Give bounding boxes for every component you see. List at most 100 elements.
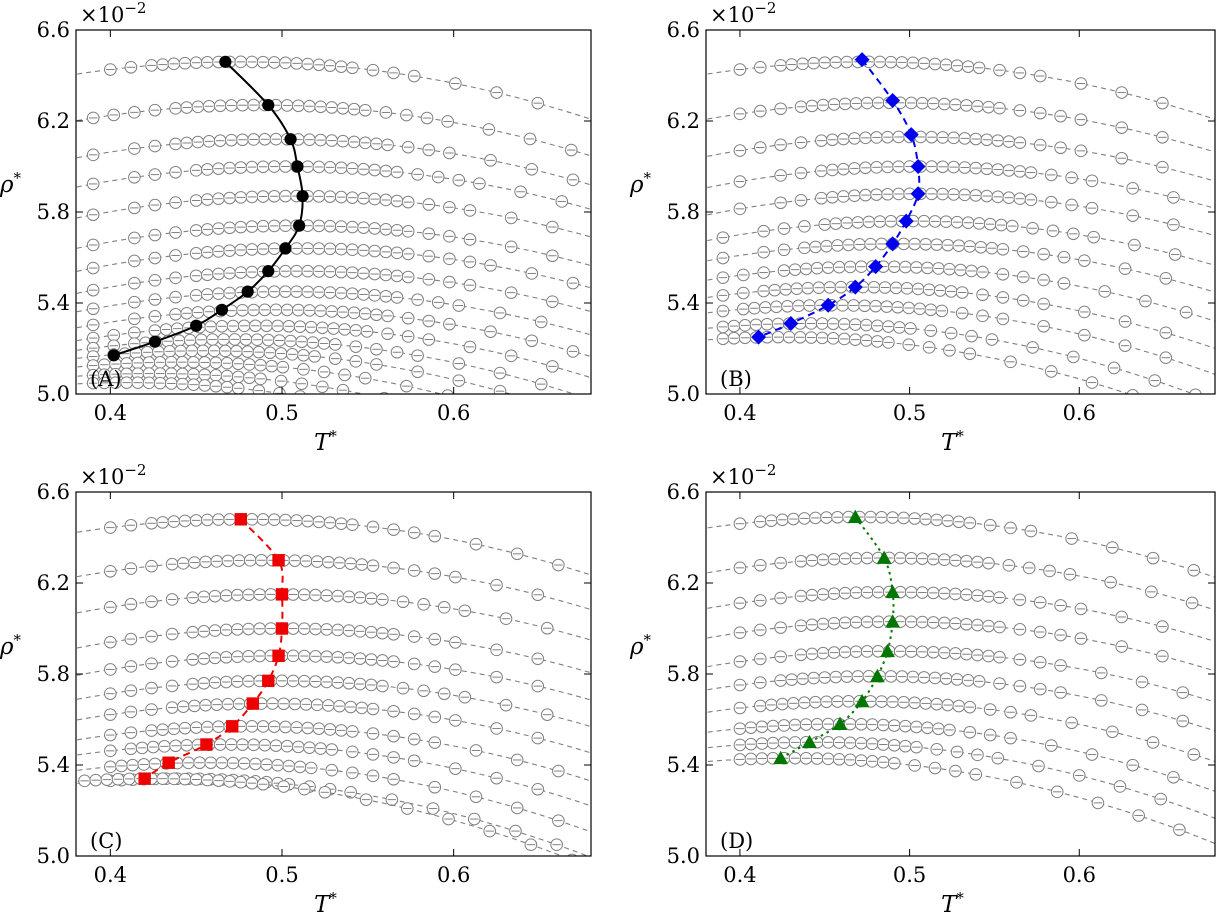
isochore-point xyxy=(546,360,559,373)
isochore-point xyxy=(860,334,873,347)
isochore-point xyxy=(971,748,984,762)
isochore-point xyxy=(955,306,969,320)
isochore-point xyxy=(310,555,324,568)
isochore-point xyxy=(336,383,350,394)
isochore-point xyxy=(738,319,752,332)
highlight-point xyxy=(296,189,309,203)
isochore-point xyxy=(401,225,415,238)
isochore-point xyxy=(267,219,281,233)
isochore-point xyxy=(232,697,246,711)
isochore-point xyxy=(381,309,394,323)
isochore-point xyxy=(469,537,483,551)
isochore-point xyxy=(304,320,318,334)
isochore-point xyxy=(420,111,434,125)
highlight-point xyxy=(148,335,162,348)
isochore-point xyxy=(849,97,863,110)
isochore-point xyxy=(733,63,747,76)
isochore-point xyxy=(993,63,1006,77)
axis-multiplier: ×10−2 xyxy=(80,461,146,489)
isochore-point xyxy=(807,56,821,70)
isochore-point xyxy=(774,169,787,182)
isochore-point xyxy=(837,162,850,176)
isochore-point xyxy=(201,193,214,206)
isochore-point xyxy=(346,518,359,532)
isochore-point xyxy=(387,772,400,786)
isochore-point xyxy=(1189,388,1202,394)
isochore-point xyxy=(223,286,236,300)
isochore-point xyxy=(290,57,303,70)
isochore-point xyxy=(949,764,962,778)
isochore-point xyxy=(349,324,363,337)
isochore-point xyxy=(760,317,774,331)
isochore-point xyxy=(208,651,222,665)
isochore-point xyxy=(1085,748,1099,761)
isochore-point xyxy=(983,518,997,532)
isochore-point xyxy=(961,60,975,73)
isochore-point xyxy=(895,670,909,683)
isochore-point xyxy=(982,556,995,570)
isochore-point xyxy=(124,597,138,611)
isochore-point xyxy=(961,216,975,230)
isochore-point xyxy=(799,751,813,765)
x-axis-label: T* xyxy=(314,427,337,456)
highlight-point xyxy=(226,720,239,733)
isochore-point xyxy=(104,565,117,578)
isochore-point xyxy=(982,619,995,633)
highlight-point xyxy=(275,588,289,601)
isochore-point xyxy=(1148,374,1162,387)
highlight-point xyxy=(234,513,247,526)
isochore-point xyxy=(1013,593,1027,607)
isochore-point xyxy=(379,222,393,236)
isochore-line xyxy=(706,61,1215,120)
isochore-point xyxy=(104,708,117,721)
isochore-point xyxy=(344,700,357,714)
isochore-point xyxy=(848,189,861,203)
isochore-point xyxy=(810,717,824,731)
isochore-point xyxy=(871,319,884,333)
isochore-point xyxy=(827,616,841,630)
isochore-point xyxy=(974,240,988,254)
highlight-point xyxy=(869,668,885,683)
isochore-point xyxy=(924,324,938,337)
isochore-point xyxy=(441,389,454,394)
isochore-point xyxy=(1095,694,1108,707)
isochore-point xyxy=(314,304,327,318)
isochore-point xyxy=(980,162,994,176)
isochore-point xyxy=(826,332,840,345)
y-tick-label: 6.2 xyxy=(667,571,700,595)
isochore-point xyxy=(766,719,780,733)
isochore-point xyxy=(1139,294,1152,308)
isochore-point xyxy=(452,299,466,312)
isochore-point xyxy=(787,512,800,526)
isochore-point xyxy=(169,226,182,239)
isochore-point xyxy=(971,648,984,662)
isochore-point xyxy=(919,512,933,526)
isochore-point xyxy=(204,756,218,770)
isochore-point xyxy=(1118,262,1132,276)
y-tick-label: 5.4 xyxy=(37,291,70,315)
isochore-point xyxy=(947,160,961,174)
isochore-point xyxy=(282,759,296,773)
isochore-point xyxy=(1016,270,1030,284)
isochore-point xyxy=(759,301,772,314)
isochore-point xyxy=(921,261,934,275)
isochore-point xyxy=(346,191,359,204)
isochore-point xyxy=(104,687,117,700)
isochore-point xyxy=(234,191,248,204)
isochore-point xyxy=(201,720,214,734)
isochore-line xyxy=(706,621,1215,672)
isochore-point xyxy=(422,143,436,157)
isochore-point xyxy=(1085,174,1099,188)
isochore-point xyxy=(949,647,962,660)
isochore-point xyxy=(202,99,216,113)
isochore-point xyxy=(1187,563,1201,577)
panel-label: (C) xyxy=(90,829,122,853)
isochore-point xyxy=(531,731,545,745)
isochore-point xyxy=(737,286,750,300)
isochore-point xyxy=(463,340,477,354)
isochore-line xyxy=(706,243,1215,293)
isochore-point xyxy=(893,321,906,334)
isochore-point xyxy=(280,303,294,317)
isochore-point xyxy=(1002,135,1016,148)
isochore-point xyxy=(1115,121,1128,134)
